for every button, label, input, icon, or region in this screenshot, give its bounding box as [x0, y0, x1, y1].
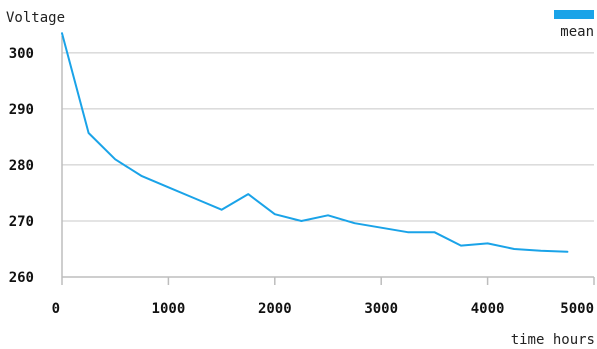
y-tick-label-270: 270: [9, 214, 34, 230]
x-tick-label-0: 0: [52, 301, 60, 317]
y-tick-label-280: 280: [9, 158, 34, 174]
x-tick-label-3000: 3000: [364, 301, 398, 317]
x-tick-label-1000: 1000: [152, 301, 186, 317]
y-tick-label-290: 290: [9, 102, 34, 118]
legend: mean: [554, 10, 594, 40]
y-tick-label-260: 260: [9, 270, 34, 286]
legend-swatch-mean: [554, 10, 594, 19]
axes: [61, 36, 595, 285]
x-tick-label-5000: 5000: [560, 301, 594, 317]
x-tick-label-4000: 4000: [471, 301, 505, 317]
x-tick-label-2000: 2000: [258, 301, 292, 317]
y-tick-label-300: 300: [9, 46, 34, 62]
y-axis-label: Voltage: [6, 10, 65, 26]
legend-label-mean: mean: [560, 24, 594, 40]
gridlines: [62, 52, 594, 222]
x-axis-label: time hours: [511, 332, 595, 348]
series-layer: [61, 32, 569, 253]
series-line-mean: [61, 32, 569, 253]
